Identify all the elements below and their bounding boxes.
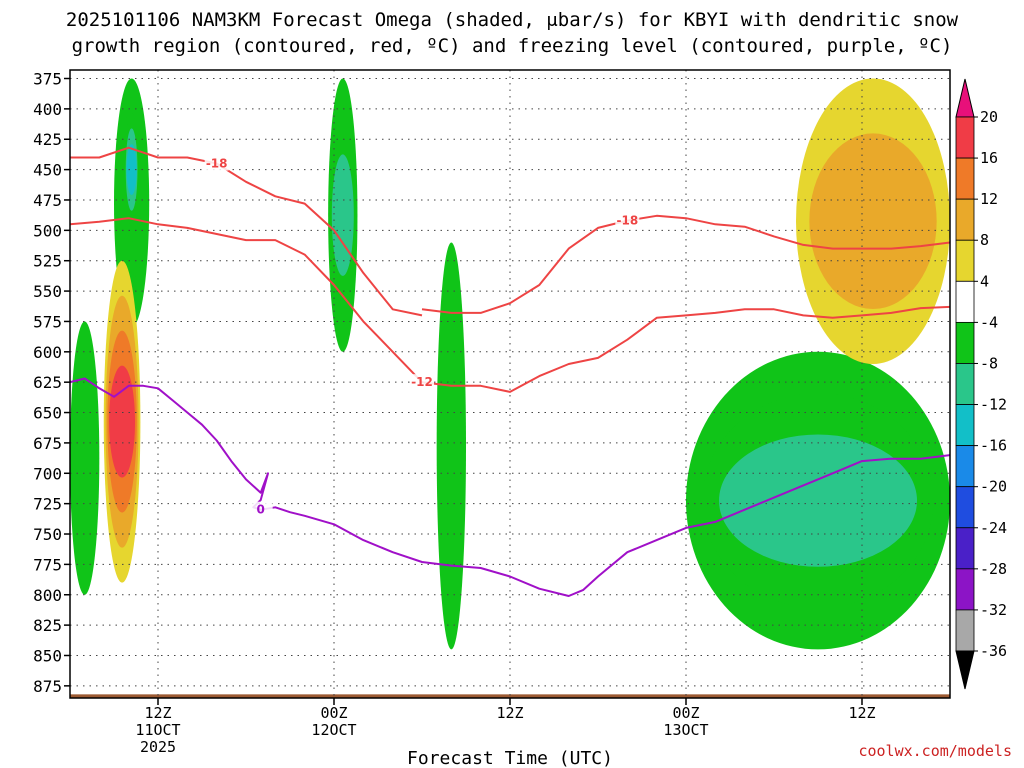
colorbar-band — [955, 609, 975, 652]
colorbar-label: 20 — [980, 108, 998, 126]
y-tick-label: 800 — [33, 586, 62, 605]
chart-title-line-2: growth region (contoured, red, ºC) and f… — [72, 35, 953, 57]
colorbar-band — [955, 157, 975, 200]
terrain-strip — [70, 694, 950, 698]
freezing-level-label-bg — [248, 501, 273, 517]
x-tick-label: 12Z — [496, 704, 523, 722]
y-tick-label: 500 — [33, 221, 62, 240]
colorbar-band — [955, 239, 975, 282]
colorbar-label: 4 — [980, 272, 989, 290]
dgz-minus18-upper-line — [70, 146, 423, 317]
freezing-level-label: 0 — [256, 503, 264, 517]
y-tick-label: 875 — [33, 677, 62, 696]
omega-feature-2-level-3 — [109, 365, 136, 478]
y-tick-label: 550 — [33, 282, 62, 301]
colorbar-top-arrow — [955, 78, 975, 118]
y-tick-label: 775 — [33, 555, 62, 574]
dgz-minus12-upper-label-bg — [410, 374, 434, 390]
y-tick-label: 525 — [33, 252, 62, 271]
y-tick-label: 825 — [33, 616, 62, 635]
colorbar-label: 12 — [980, 190, 998, 208]
x-tick-label: 11OCT — [135, 721, 180, 739]
dgz-minus18-upper-label-bg — [204, 155, 229, 171]
omega-feature-5-level-1 — [439, 320, 464, 572]
x-tick-label: 13OCT — [663, 721, 708, 739]
y-tick-label: 400 — [33, 100, 62, 119]
y-tick-label: 725 — [33, 495, 62, 514]
dgz-minus18-lower-line — [421, 214, 950, 314]
y-tick-label: 625 — [33, 373, 62, 392]
x-tick-label: 12Z — [144, 704, 171, 722]
colorbar-label: -24 — [980, 519, 1007, 537]
y-tick-label: 650 — [33, 404, 62, 423]
temperature-contours: -18 -12 -18 0 — [70, 146, 950, 597]
y-tick-label: 750 — [33, 525, 62, 544]
colorbar-label: -28 — [980, 560, 1007, 578]
y-tick-label: 675 — [33, 434, 62, 453]
dgz-minus12-upper-label: -12 — [411, 375, 433, 389]
colorbar-label: -4 — [980, 313, 998, 331]
y-tick-label: 375 — [33, 70, 62, 89]
y-tick-label: 475 — [33, 191, 62, 210]
y-tick-label: 700 — [33, 464, 62, 483]
y-tick-label: 850 — [33, 646, 62, 665]
colorbar-label: -32 — [980, 601, 1007, 619]
dgz-minus12-upper-line — [70, 217, 950, 393]
y-tick-label: 450 — [33, 161, 62, 180]
colorbar-label: 16 — [980, 149, 998, 167]
x-tick-label: 00Z — [320, 704, 347, 722]
omega-feature-1-level-3 — [126, 144, 137, 195]
colorbar: 20 16 12 8 4 -4 -8 -12 -16 -20 -24 -28 -32 -36 — [955, 78, 1007, 690]
colorbar-band — [955, 321, 975, 364]
dgz-minus18-lower-label: -18 — [616, 214, 638, 228]
colorbar-label: -8 — [980, 354, 998, 372]
x-tick-label: 12Z — [848, 704, 875, 722]
colorbar-band — [955, 445, 975, 488]
colorbar-band — [955, 280, 975, 323]
colorbar-label: 8 — [980, 231, 989, 249]
colorbar-bottom-arrow — [955, 650, 975, 690]
freezing-level-line — [70, 377, 950, 597]
dgz-minus18-lower-label-bg — [615, 212, 640, 228]
colorbar-band — [955, 404, 975, 447]
omega-feature-4-level-2 — [331, 154, 354, 276]
omega-shading — [70, 78, 950, 650]
x-tick-label: 00Z — [672, 704, 699, 722]
x-tick-label: 12OCT — [311, 721, 356, 739]
colorbar-band — [955, 486, 975, 529]
colorbar-label: -36 — [980, 642, 1007, 660]
colorbar-band — [955, 363, 975, 405]
colorbar-label: -12 — [980, 396, 1007, 414]
credit-text: coolwx.com/models — [858, 742, 1012, 760]
grid-lines — [70, 70, 950, 698]
colorbar-band — [955, 198, 975, 241]
y-tick-label: 600 — [33, 343, 62, 362]
omega-feature-3-level-1 — [72, 374, 97, 543]
terrain-layer — [70, 694, 950, 698]
y-tick-label: 575 — [33, 312, 62, 331]
x-tick-label: 2025 — [140, 738, 176, 756]
colorbar-band — [955, 527, 975, 570]
omega-feature-7-level-1 — [809, 133, 937, 310]
x-axis-label: Forecast Time (UTC) — [407, 748, 613, 768]
chart-title-line-1: 2025101106 NAM3KM Forecast Omega (shaded… — [66, 9, 959, 31]
y-tick-label: 425 — [33, 130, 62, 149]
colorbar-band — [955, 568, 975, 611]
colorbar-band — [955, 116, 975, 159]
omega-feature-6-level-2 — [719, 434, 917, 567]
dgz-minus18-upper-label: -18 — [206, 157, 228, 171]
colorbar-label: -20 — [980, 478, 1007, 496]
colorbar-label: -16 — [980, 437, 1007, 455]
pressure-axis: 375 400 425 450 475 500 525 550 575 600 625 650 675 7… — [33, 70, 70, 696]
